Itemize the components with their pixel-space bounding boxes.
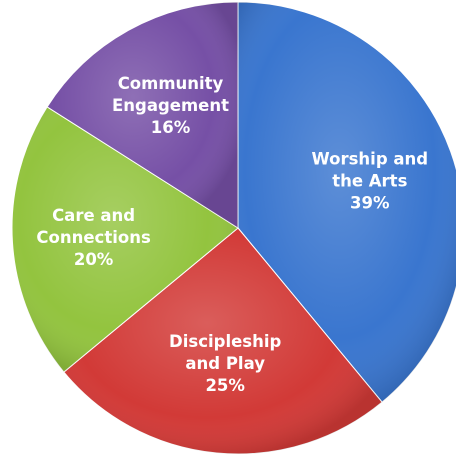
pie-value-label: 25%	[205, 376, 245, 395]
pie-slice-shading	[238, 2, 456, 403]
pie-label-worship-and-the-arts: Worship and the Arts 39%	[312, 150, 429, 213]
pie-value-label: 20%	[74, 250, 114, 269]
pie-slice-shading	[47, 2, 239, 228]
pie-label-care-and-connections: Care and Connections 20%	[36, 206, 151, 269]
pie-category-label: Connections	[36, 228, 151, 247]
pie-category-label: Care and	[52, 206, 135, 225]
pie-slice-shading	[11, 106, 238, 373]
pie-slices	[11, 1, 456, 455]
pie-category-label: Community	[118, 74, 224, 93]
pie-category-label: the Arts	[332, 172, 407, 191]
pie-value-label: 39%	[350, 194, 390, 213]
pie-category-label: Discipleship	[169, 332, 281, 351]
pie-value-label: 16%	[151, 118, 191, 137]
pie-label-community-engagement: Community Engagement 16%	[112, 74, 229, 137]
pie-slice-shading	[63, 228, 383, 455]
pie-category-label: Worship and	[312, 150, 429, 169]
pie-category-label: and Play	[185, 354, 265, 373]
pie-labels: Worship and the Arts 39% Discipleship and Pl…	[36, 74, 428, 395]
pie-label-discipleship-and-play: Discipleship and Play 25%	[169, 332, 281, 395]
pie-category-label: Engagement	[112, 96, 229, 115]
